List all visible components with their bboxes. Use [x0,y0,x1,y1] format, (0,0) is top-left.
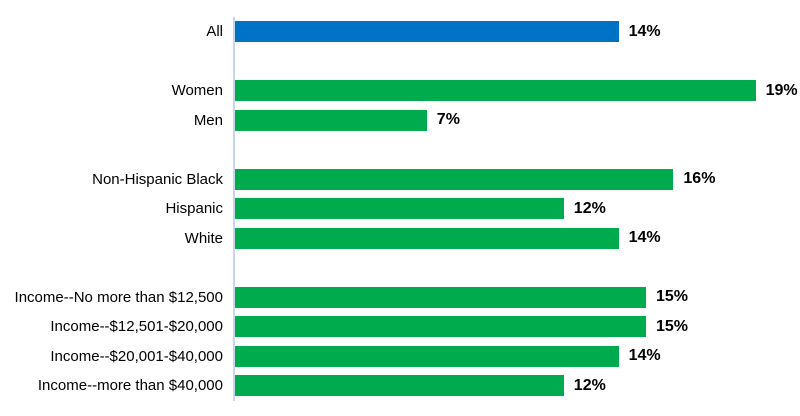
category-label-income-no-more-than-12-500: Income--No more than $12,500 [14,288,223,306]
bar-income-12-501-20-000 [235,316,646,338]
row-spacer [0,135,800,165]
chart-row-hispanic: Hispanic 12% [0,194,800,224]
bar-all [235,21,619,43]
category-label-income-more-than-40-000: Income--more than $40,000 [37,377,223,395]
category-label-hispanic: Hispanic [165,200,223,218]
chart-row-income-12-501-20-000: Income--$12,501-$20,000 15% [0,312,800,342]
chart-row-women: Women 19% [0,76,800,106]
category-label-non-hispanic-black: Non-Hispanic Black [92,170,223,188]
bar-women [235,80,756,102]
value-label-income-12-501-20-000: 15% [656,317,689,335]
bar-income-20-001-40-000 [235,345,619,367]
chart-row-white: White 14% [0,224,800,254]
bar-non-hispanic-black [235,168,674,190]
bar-white [235,227,619,249]
chart-row-non-hispanic-black: Non-Hispanic Black 16% [0,165,800,195]
value-label-hispanic: 12% [573,199,606,217]
value-label-men: 7% [436,111,460,129]
bar-hispanic [235,198,564,220]
value-label-income-more-than-40-000: 12% [573,376,606,394]
bar-income-no-more-than-12-500 [235,286,646,308]
value-label-women: 19% [765,81,798,99]
value-label-income-20-001-40-000: 14% [628,347,661,365]
row-spacer [0,253,800,283]
category-label-income-20-001-40-000: Income--$20,001-$40,000 [50,347,223,365]
chart-row-income-20-001-40-000: Income--$20,001-$40,000 14% [0,342,800,372]
chart-row-all: All 14% [0,17,800,47]
value-label-non-hispanic-black: 16% [683,170,716,188]
bar-income-more-than-40-000 [235,375,564,397]
chart-row-income-more-than-40-000: Income--more than $40,000 12% [0,371,800,401]
category-label-all: All [206,23,223,41]
chart-row-men: Men 7% [0,106,800,136]
category-label-women: Women [171,82,223,100]
chart-row-income-no-more-than-12-500: Income--No more than $12,500 15% [0,283,800,313]
value-label-income-no-more-than-12-500: 15% [656,288,689,306]
bar-men [235,109,427,131]
row-spacer [0,47,800,77]
category-label-white: White [184,229,223,247]
category-label-income-12-501-20-000: Income--$12,501-$20,000 [50,318,223,336]
value-label-white: 14% [628,229,661,247]
y-axis-line [233,17,235,401]
value-label-all: 14% [628,22,661,40]
category-label-men: Men [193,111,223,129]
plot-area: All 14% Women 19% Men 7% Non-Hispanic Black 16%… [0,17,800,401]
